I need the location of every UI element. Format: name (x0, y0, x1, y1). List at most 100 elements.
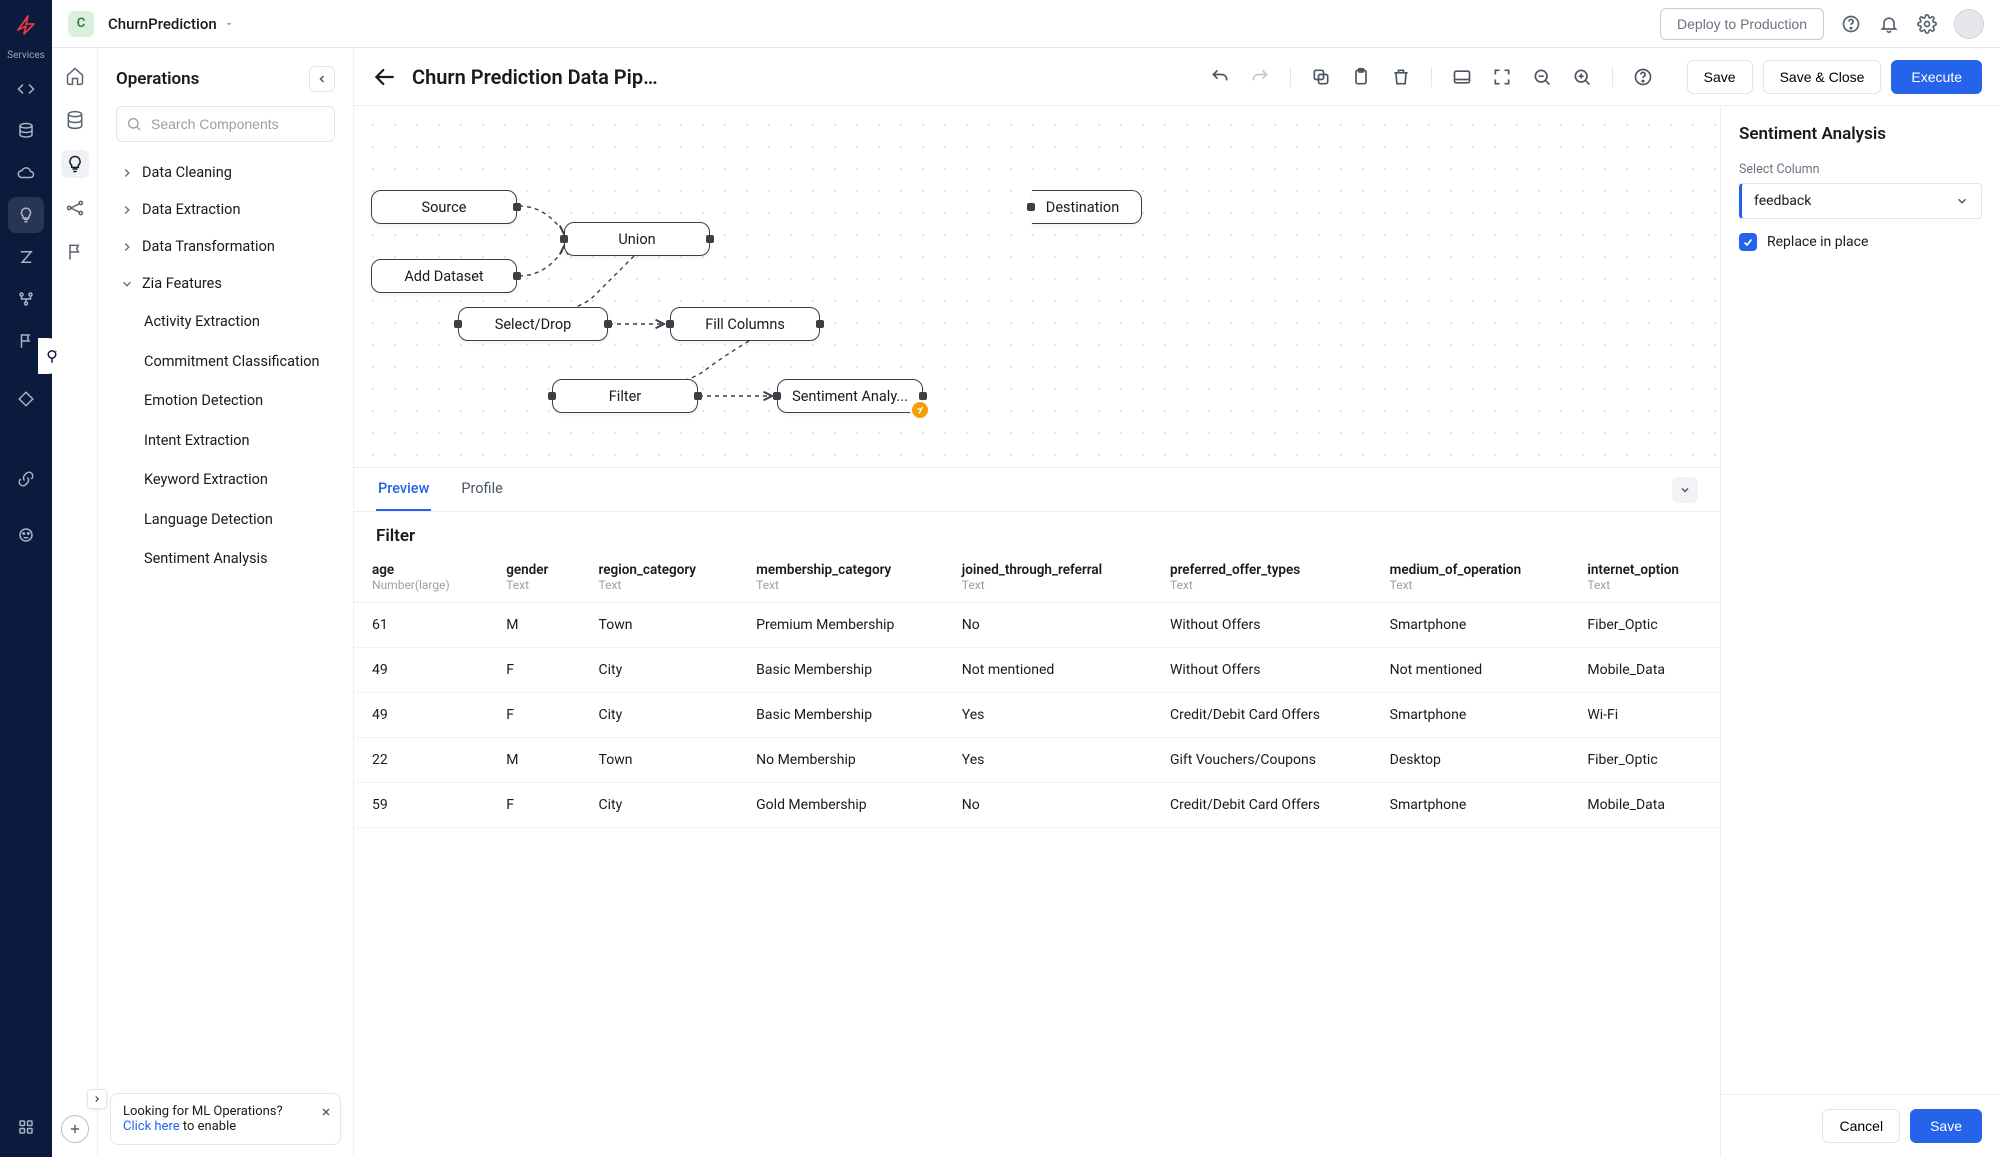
select-column-value: feedback (1754, 193, 1811, 209)
tree-leaf[interactable]: Language Detection (108, 500, 343, 540)
execute-button[interactable]: Execute (1891, 60, 1982, 94)
rail-item-apps[interactable] (8, 1109, 44, 1145)
tab-preview[interactable]: Preview (376, 468, 431, 511)
rail-item-lightbulb[interactable] (8, 197, 44, 233)
zoom-in-icon[interactable] (1572, 67, 1592, 87)
node-union[interactable]: Union (564, 222, 710, 256)
ml-hint: Looking for ML Operations? Click here to… (110, 1093, 341, 1145)
column-header: ageNumber(large) (354, 552, 488, 603)
table-cell: Town (581, 603, 739, 648)
tree-group[interactable]: Data Extraction (108, 191, 343, 228)
rail-item-link[interactable] (8, 461, 44, 497)
rail-item-zia[interactable] (8, 239, 44, 275)
table-cell: F (488, 648, 580, 693)
copy-icon[interactable] (1311, 67, 1331, 87)
operations-tree: Data CleaningData ExtractionData Transfo… (98, 154, 353, 1081)
table-cell: Mobile_Data (1569, 783, 1720, 828)
save-button[interactable]: Save (1687, 60, 1753, 94)
paste-icon[interactable] (1351, 67, 1371, 87)
tree-leaf[interactable]: Commitment Classification (108, 342, 343, 382)
tree-group[interactable]: Data Transformation (108, 228, 343, 265)
sec-home-icon[interactable] (61, 62, 89, 90)
column-header: joined_through_referralText (944, 552, 1152, 603)
services-label: Services (7, 50, 45, 61)
bell-icon[interactable] (1878, 13, 1900, 35)
undo-icon[interactable] (1210, 67, 1230, 87)
node-source[interactable]: Source (371, 190, 517, 224)
sec-flag-icon[interactable] (61, 238, 89, 266)
help-icon[interactable] (1840, 13, 1862, 35)
rail-item-assistant[interactable] (8, 517, 44, 553)
ml-hint-text2: to enable (180, 1119, 237, 1134)
tree-group-zia[interactable]: Zia Features (108, 265, 343, 302)
table-cell: Fiber_Optic (1569, 738, 1720, 783)
table-cell: Without Offers (1152, 603, 1372, 648)
pipeline-canvas[interactable]: Source Add Dataset Union Select/Drop Fil… (354, 106, 1720, 468)
page-title: Churn Prediction Data Pipe... (412, 65, 662, 89)
back-arrow-icon[interactable] (372, 64, 398, 90)
collapse-panel-button[interactable] (309, 66, 335, 92)
zoom-out-icon[interactable] (1532, 67, 1552, 87)
top-header: C ChurnPrediction Deploy to Production (52, 0, 2000, 48)
node-destination[interactable]: Destination (1032, 190, 1142, 224)
sec-pipeline-icon[interactable] (61, 150, 89, 178)
rail-item-code[interactable] (8, 71, 44, 107)
save-close-button[interactable]: Save & Close (1763, 60, 1882, 94)
close-icon[interactable] (320, 1106, 332, 1118)
tree-leaf[interactable]: Sentiment Analysis (108, 539, 343, 579)
sec-connections-icon[interactable] (61, 194, 89, 222)
left-rail: Services (0, 0, 52, 1157)
rail-item-database[interactable] (8, 113, 44, 149)
node-filter[interactable]: Filter (552, 379, 698, 413)
side-cancel-button[interactable]: Cancel (1822, 1109, 1900, 1143)
redo-icon (1250, 67, 1270, 87)
workspace-toolbar: Churn Prediction Data Pipe... (354, 48, 2000, 106)
project-selector[interactable]: ChurnPrediction (108, 15, 235, 33)
fullscreen-icon[interactable] (1492, 67, 1512, 87)
table-cell: No Membership (738, 738, 944, 783)
preview-expand-button[interactable] (1672, 477, 1698, 503)
node-sentiment-analysis[interactable]: Sentiment Analy... (777, 379, 923, 413)
search-input[interactable] (116, 106, 335, 142)
table-cell: Fiber_Optic (1569, 603, 1720, 648)
node-fill-columns[interactable]: Fill Columns (670, 307, 820, 341)
tab-profile[interactable]: Profile (459, 468, 504, 511)
rail-item-diamond[interactable] (8, 381, 44, 417)
table-cell: Credit/Debit Card Offers (1152, 693, 1372, 738)
preview-area: Preview Profile Filter ageNumber(large)g… (354, 468, 1720, 1157)
table-cell: Credit/Debit Card Offers (1152, 783, 1372, 828)
table-cell: F (488, 783, 580, 828)
node-select-drop[interactable]: Select/Drop (458, 307, 608, 341)
table-cell: 49 (354, 648, 488, 693)
ml-hint-link[interactable]: Click here (123, 1119, 180, 1134)
side-panel-title: Sentiment Analysis (1721, 106, 2000, 152)
node-add-dataset[interactable]: Add Dataset (371, 259, 517, 293)
tree-leaf[interactable]: Emotion Detection (108, 381, 343, 421)
table-cell: 49 (354, 693, 488, 738)
table-row: 49FCityBasic MembershipNot mentionedWith… (354, 648, 1720, 693)
table-cell: 22 (354, 738, 488, 783)
deploy-button[interactable]: Deploy to Production (1660, 8, 1824, 40)
layout-icon[interactable] (1452, 67, 1472, 87)
tree-group[interactable]: Data Cleaning (108, 154, 343, 191)
tree-leaf[interactable]: Keyword Extraction (108, 460, 343, 500)
table-cell: 61 (354, 603, 488, 648)
tree-leaf[interactable]: Intent Extraction (108, 421, 343, 461)
select-column-dropdown[interactable]: feedback (1739, 183, 1982, 219)
avatar[interactable] (1954, 9, 1984, 39)
rail-item-cloud[interactable] (8, 155, 44, 191)
table-row: 59FCityGold MembershipNoCredit/Debit Car… (354, 783, 1720, 828)
rail-item-workflow[interactable] (8, 281, 44, 317)
table-cell: Smartphone (1372, 603, 1570, 648)
sec-database-icon[interactable] (61, 106, 89, 134)
tree-leaf[interactable]: Activity Extraction (108, 302, 343, 342)
table-cell: No (944, 783, 1152, 828)
side-save-button[interactable]: Save (1910, 1109, 1982, 1143)
add-button[interactable] (61, 1115, 89, 1143)
gear-icon[interactable] (1916, 13, 1938, 35)
table-cell: Not mentioned (1372, 648, 1570, 693)
replace-in-place-checkbox[interactable]: Replace in place (1739, 233, 1982, 251)
trash-icon[interactable] (1391, 67, 1411, 87)
help-toolbar-icon[interactable] (1633, 67, 1653, 87)
chevron-down-icon (1955, 194, 1969, 208)
